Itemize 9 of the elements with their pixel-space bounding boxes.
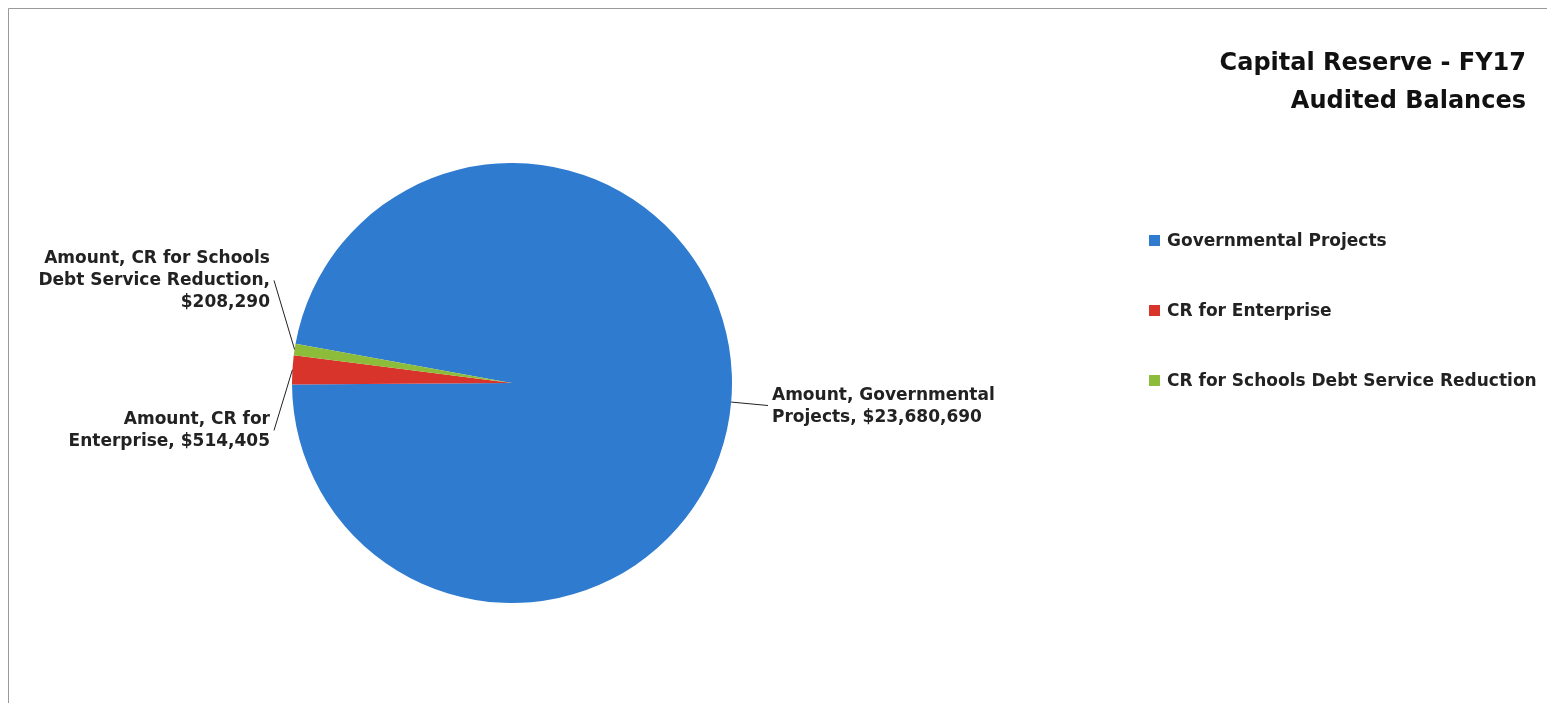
- chart-title: Capital Reserve - FY17 Audited Balances: [1219, 48, 1526, 114]
- legend-label: CR for Schools Debt Service Reduction: [1167, 369, 1537, 390]
- legend-label: CR for Enterprise: [1167, 299, 1332, 320]
- legend-label: Governmental Projects: [1167, 229, 1387, 250]
- data-label: Amount, CR for Schools Debt Service Reduction, $208,290: [38, 247, 271, 312]
- data-label: Amount, CR for Enterprise, $514,405: [68, 408, 271, 451]
- pie-slice: [292, 163, 732, 603]
- pie-slice: [293, 343, 512, 383]
- data-label: Amount, Governmental Projects, $23,680,690: [772, 383, 995, 426]
